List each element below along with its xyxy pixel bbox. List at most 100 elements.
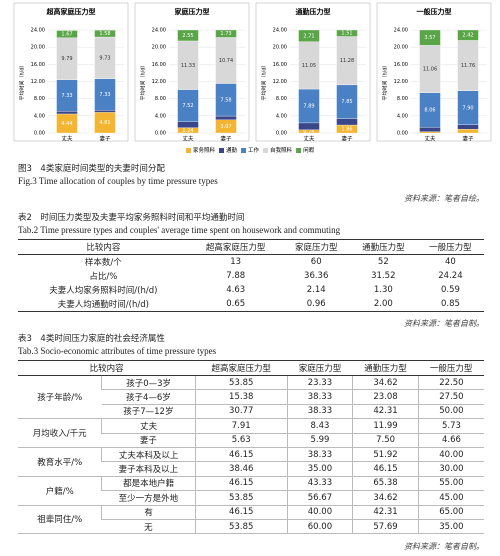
- table-cell: 11.99: [352, 418, 419, 434]
- data-label: 0.74: [303, 129, 314, 135]
- table-cell: 样本数/个: [84, 258, 122, 268]
- panel-frame: [13, 2, 129, 142]
- x-tick-label: 妻子: [462, 135, 474, 143]
- table-cell: 60: [310, 257, 322, 267]
- header-cell: 一般压力型: [418, 360, 484, 376]
- y-tick-label: 4.00: [397, 113, 408, 119]
- data-label: 2.42: [462, 33, 473, 39]
- table-cell: 31.52: [371, 271, 396, 281]
- table-cell: 42.31: [352, 404, 419, 420]
- table-cell: 15.38: [194, 389, 288, 405]
- table-cell: 丈夫: [101, 418, 196, 434]
- bar-segment: [457, 124, 479, 130]
- table-cell: 2.00: [373, 299, 393, 309]
- x-tick-label: 丈夫: [61, 135, 73, 143]
- data-label: 10.74: [219, 58, 233, 64]
- data-label: 4.81: [99, 120, 110, 126]
- table-cell: 13: [230, 257, 242, 267]
- y-tick-label: 0.00: [34, 131, 45, 137]
- table-cell: 46.15: [352, 461, 419, 477]
- table3: 比较内容 超高家庭压力型 家庭压力型 通勤压力型 一般压力型 孩子年龄/% 孩子0—3岁 53…: [18, 360, 484, 535]
- panel-title: 超高家庭压力型: [47, 7, 96, 16]
- bar-segment: [457, 128, 479, 134]
- table-cell: 55.00: [417, 476, 484, 492]
- panel-frame: [376, 2, 492, 142]
- table-cell: 23.08: [352, 389, 419, 405]
- table-row: 样本数/个 13 60 52 40: [18, 255, 484, 270]
- bar-segment: [215, 29, 237, 38]
- table-cell: 0.65: [226, 299, 246, 309]
- y-tick-label: 12.00: [152, 79, 166, 85]
- group-label: 祖辈同住/%: [18, 505, 102, 535]
- legend-label: 通勤: [226, 146, 238, 154]
- y-tick-label: 12.00: [394, 79, 408, 85]
- bar-segment: [94, 30, 116, 38]
- table-cell: 60.00: [286, 519, 353, 535]
- panel-frame: [255, 2, 371, 142]
- figure-caption: 图3 4类家庭时间类型的夫妻时间分配 Fig.3 Time allocation…: [18, 163, 484, 187]
- y-axis-label: 平均时间（h/d）: [382, 62, 389, 100]
- bar-segment: [419, 29, 441, 46]
- table-cell: 45.00: [417, 490, 484, 506]
- y-tick-label: 16.00: [152, 62, 166, 68]
- table-cell: 7.50: [352, 433, 419, 448]
- y-tick-label: 4.00: [34, 113, 45, 119]
- x-tick-label: 妻子: [220, 135, 232, 143]
- y-tick-label: 20.00: [394, 45, 408, 51]
- data-label: 1.51: [341, 31, 352, 37]
- data-label: 7.89: [303, 103, 314, 109]
- header-cell: 一般压力型: [416, 239, 484, 255]
- table-cell: 46.15: [194, 476, 288, 492]
- table-row: 至少一方是外地 53.85 56.67 34.62 45.00: [18, 490, 484, 506]
- table-cell: 占比/%: [89, 272, 118, 282]
- title-en: Tab.3 Socio-economic attributes of time …: [18, 346, 217, 356]
- table3-source: 资料来源：笔者自制。: [404, 542, 484, 551]
- legend-swatch: [241, 148, 247, 153]
- y-tick-label: 8.00: [276, 96, 287, 102]
- data-label: 7.33: [61, 93, 72, 99]
- table-cell: 至少一方是外地: [101, 490, 196, 506]
- table-cell: 7.88: [226, 271, 246, 281]
- data-label: 4.44: [61, 121, 72, 127]
- table-cell: 夫妻人均家务照料时间/(h/d): [49, 286, 158, 296]
- table-cell: 52: [377, 257, 389, 267]
- table-cell: 妻子本科及以上: [101, 461, 196, 477]
- table-cell: 38.33: [286, 404, 353, 420]
- y-tick-label: 20.00: [273, 45, 287, 51]
- data-label: 11.76: [461, 63, 475, 69]
- table-cell: 30.00: [417, 461, 484, 477]
- table-cell: 46.15: [194, 505, 288, 520]
- table-row: 妻子本科及以上 38.46 35.00 46.15 30.00: [18, 461, 484, 477]
- table-cell: 40.00: [286, 505, 353, 520]
- table-cell: 53.85: [194, 519, 288, 535]
- table-cell: 5.63: [194, 433, 288, 448]
- table-row: 妻子 5.63 5.99 7.50 4.66: [18, 433, 484, 448]
- y-tick-label: 16.00: [394, 62, 408, 68]
- header-cell: 通勤压力型: [349, 239, 417, 255]
- header-row: 比较内容 超高家庭压力型 家庭压力型 通勤压力型 一般压力型: [18, 239, 484, 255]
- table-cell: 65.00: [417, 505, 484, 520]
- y-tick-label: 20.00: [152, 45, 166, 51]
- y-tick-label: 16.00: [31, 62, 45, 68]
- y-tick-label: 8.00: [155, 96, 166, 102]
- data-label: 9.79: [61, 56, 72, 62]
- table-cell: 53.85: [194, 375, 288, 391]
- data-label: 2.71: [303, 33, 314, 39]
- data-label: 7.85: [341, 99, 352, 105]
- table-cell: 27.50: [417, 389, 484, 405]
- bar-segment: [419, 127, 441, 132]
- table-cell: 50.00: [417, 404, 484, 420]
- header-cell: 家庭压力型: [287, 360, 353, 376]
- data-label: 7.90: [462, 105, 473, 111]
- y-tick-label: 8.00: [397, 96, 408, 102]
- x-tick-label: 丈夫: [303, 135, 315, 143]
- table2-wrap: 比较内容 超高家庭压力型 家庭压力型 通勤压力型 一般压力型 样本数/个 13 60 52 40 占…: [18, 239, 484, 312]
- table-row: 孩子4—6岁 15.38 38.33 23.08 27.50: [18, 389, 484, 405]
- data-label: 11.05: [302, 63, 316, 69]
- y-axis-label: 平均时间（h/d）: [140, 62, 147, 100]
- table2-source: 资料来源：笔者自制。: [404, 319, 484, 328]
- y-tick-label: 0.00: [397, 131, 408, 137]
- data-label: 1.24: [182, 128, 193, 134]
- y-tick-label: 16.00: [273, 62, 287, 68]
